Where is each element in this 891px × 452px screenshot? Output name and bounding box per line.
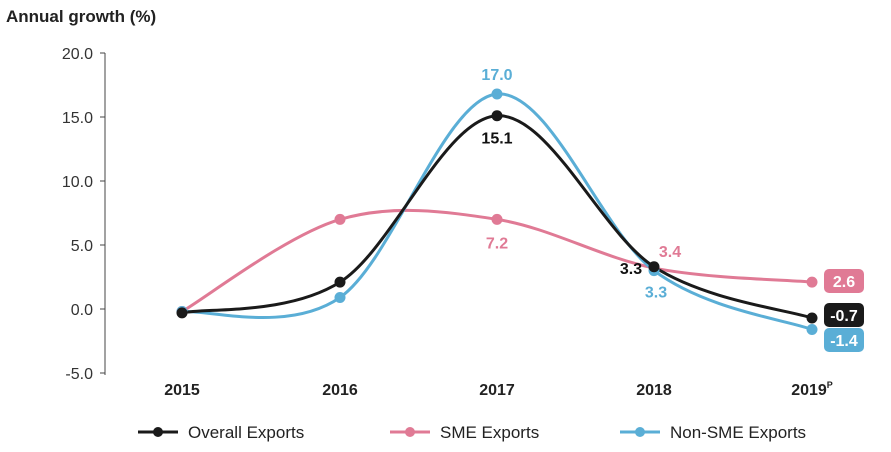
- y-tick-label: 15.0: [62, 110, 93, 127]
- legend-label: Non-SME Exports: [670, 423, 806, 442]
- data-label: 15.1: [481, 131, 512, 148]
- data-label: 2.6: [833, 274, 855, 291]
- data-label: 3.3: [645, 285, 667, 302]
- data-label-badge: [824, 303, 864, 327]
- data-label: -1.4: [830, 333, 858, 350]
- y-tick-label: 0.0: [71, 302, 93, 319]
- axis-group: 20.0 15.0 10.0 5.0 0.0 -5.0 2015 2016 2017 2018 20…: [62, 46, 833, 399]
- legend: Overall Exports SME Exports Non-SME Export…: [138, 423, 806, 442]
- data-point: [491, 110, 503, 122]
- data-label: -0.7: [830, 308, 858, 325]
- data-point: [806, 323, 818, 335]
- data-labels: 17.0 15.1 7.2 3.4 3.33.3 2.6 -0.7 -1.4: [481, 67, 864, 352]
- y-tick-label: -5.0: [65, 366, 93, 383]
- series-points: [176, 88, 818, 335]
- data-point: [806, 312, 818, 324]
- legend-swatch-point: [153, 427, 163, 437]
- x-tick-label: 2015: [164, 382, 200, 399]
- data-point: [491, 213, 503, 225]
- data-point: [648, 261, 660, 273]
- legend-swatch-point: [635, 427, 645, 437]
- x-tick-text: 2017: [479, 382, 515, 399]
- data-point: [491, 88, 503, 100]
- data-point: [334, 291, 346, 303]
- series-line-1: [181, 208, 813, 313]
- x-tick-text: 2019: [791, 382, 827, 399]
- legend-label: SME Exports: [440, 423, 539, 442]
- x-tick-text: 2015: [164, 382, 200, 399]
- legend-label: Overall Exports: [188, 423, 304, 442]
- data-label: 3.3: [620, 261, 642, 278]
- x-tick-text: 2016: [322, 382, 358, 399]
- x-tick-label: 2016: [322, 382, 358, 399]
- x-tick-superscript: P: [827, 380, 833, 390]
- x-tick-text: 2018: [636, 382, 672, 399]
- series-lines: [181, 92, 813, 331]
- data-label: 3.4: [659, 244, 681, 261]
- y-tick-label: 10.0: [62, 174, 93, 191]
- data-label: 7.2: [486, 235, 508, 252]
- x-tick-label: 2017: [479, 382, 515, 399]
- data-point: [334, 276, 346, 288]
- data-label: 17.0: [481, 67, 512, 84]
- x-tick-label: 2019P: [791, 380, 833, 399]
- data-point: [334, 213, 346, 225]
- data-point: [176, 307, 188, 319]
- data-label-badge: [824, 269, 864, 293]
- legend-swatch-point: [405, 427, 415, 437]
- y-tick-label: 5.0: [71, 238, 93, 255]
- chart-title: Annual growth (%): [6, 7, 156, 26]
- data-point: [806, 276, 818, 288]
- data-label-badge: [824, 328, 864, 352]
- x-tick-label: 2018: [636, 382, 672, 399]
- y-tick-label: 20.0: [62, 46, 93, 63]
